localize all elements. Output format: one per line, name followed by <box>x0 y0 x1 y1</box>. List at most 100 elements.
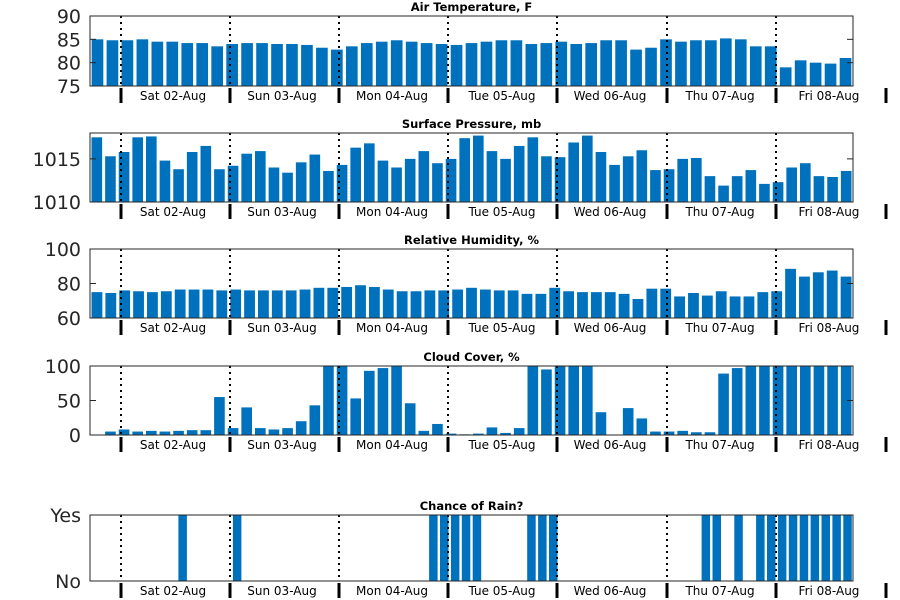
bar <box>525 44 538 86</box>
day-tick-mark <box>555 437 559 452</box>
bar <box>241 43 253 86</box>
bar <box>241 153 252 202</box>
day-label: Sun 03-Aug <box>247 321 316 335</box>
bar <box>479 289 491 318</box>
bar <box>159 160 171 202</box>
day-tick-mark <box>665 204 669 219</box>
day-tick-mark <box>446 583 450 598</box>
bar <box>327 287 339 318</box>
bar <box>286 44 298 86</box>
bar <box>701 295 713 318</box>
bar <box>364 143 375 202</box>
day-label: Wed 06-Aug <box>574 205 647 219</box>
bar <box>734 515 743 581</box>
bar <box>690 40 702 86</box>
day-tick-mark <box>337 204 341 219</box>
bar <box>132 137 143 202</box>
bar <box>391 366 402 435</box>
bar <box>585 43 598 86</box>
bar <box>432 423 443 435</box>
day-tick-mark <box>228 583 232 598</box>
day-tick-mark <box>884 88 888 103</box>
bar <box>777 515 787 581</box>
bar <box>675 41 687 86</box>
bar <box>244 290 255 318</box>
bar <box>495 40 508 86</box>
bar <box>166 41 179 86</box>
bar <box>622 156 634 202</box>
day-label: Mon 04-Aug <box>356 205 428 219</box>
day-label: Mon 04-Aug <box>356 438 428 452</box>
bar <box>555 41 568 86</box>
bar <box>582 366 593 435</box>
day-label: Fri 08-Aug <box>799 205 860 219</box>
bar <box>105 431 116 435</box>
bar <box>146 136 157 202</box>
day-tick-mark <box>555 204 559 219</box>
day-label: Fri 08-Aug <box>799 321 860 335</box>
ytick-label: 1010 <box>33 192 81 214</box>
bar <box>313 287 325 318</box>
ytick-label: 50 <box>57 391 81 413</box>
day-tick-mark <box>119 204 123 219</box>
day-tick-mark <box>446 88 450 103</box>
day-tick-mark <box>119 583 123 598</box>
day-label: Sat 02-Aug <box>140 205 206 219</box>
bar <box>173 430 184 435</box>
bar <box>450 44 463 86</box>
day-tick-mark <box>119 88 123 103</box>
day-tick-mark <box>555 583 559 598</box>
ytick-label: 80 <box>57 274 81 296</box>
bar <box>316 47 328 86</box>
ytick-label: 75 <box>57 76 81 98</box>
day-label: Thu 07-Aug <box>684 438 754 452</box>
day-tick-mark <box>665 88 669 103</box>
bar <box>839 58 852 86</box>
bar <box>541 156 552 202</box>
day-tick-mark <box>774 320 778 335</box>
bar <box>438 290 450 318</box>
bar <box>785 268 796 318</box>
bar <box>91 137 103 202</box>
bar <box>118 151 130 202</box>
bar <box>241 407 252 435</box>
day-label: Tue 05-Aug <box>467 205 535 219</box>
bar <box>527 366 539 435</box>
bar <box>538 515 547 581</box>
bar <box>355 285 366 318</box>
day-label: Fri 08-Aug <box>799 89 860 103</box>
bar <box>645 47 657 86</box>
bar <box>568 366 579 435</box>
bar <box>119 290 131 318</box>
day-tick-mark <box>446 437 450 452</box>
bar <box>173 169 184 202</box>
chart-panel-4: Cloud Cover, % 0 50 100 Sat 02-Aug Sun 03-Aug… <box>45 350 888 452</box>
bar <box>227 165 239 202</box>
bar <box>600 40 612 86</box>
day-tick-mark <box>555 320 559 335</box>
bar <box>636 150 648 202</box>
bar <box>595 151 607 202</box>
bar <box>731 368 743 435</box>
bar <box>577 292 588 319</box>
bar <box>350 147 361 202</box>
bar <box>843 515 852 581</box>
day-tick-mark <box>884 583 888 598</box>
day-tick-mark <box>337 88 341 103</box>
bar <box>800 366 811 435</box>
bar <box>147 292 158 319</box>
bar <box>650 170 661 202</box>
bar <box>160 291 172 318</box>
day-tick-mark <box>884 320 888 335</box>
bar <box>813 176 825 203</box>
bar <box>452 289 464 318</box>
day-label: Tue 05-Aug <box>467 584 535 598</box>
bar <box>604 292 616 319</box>
bar <box>255 151 266 202</box>
bar <box>563 291 575 318</box>
bar <box>677 158 688 203</box>
panel-title: Chance of Rain? <box>420 499 524 513</box>
bar <box>418 151 430 202</box>
chart-panel-5: Chance of Rain? No Yes Sat 02-Aug Sun 03-Aug… <box>49 499 888 598</box>
day-label: Thu 07-Aug <box>684 584 754 598</box>
